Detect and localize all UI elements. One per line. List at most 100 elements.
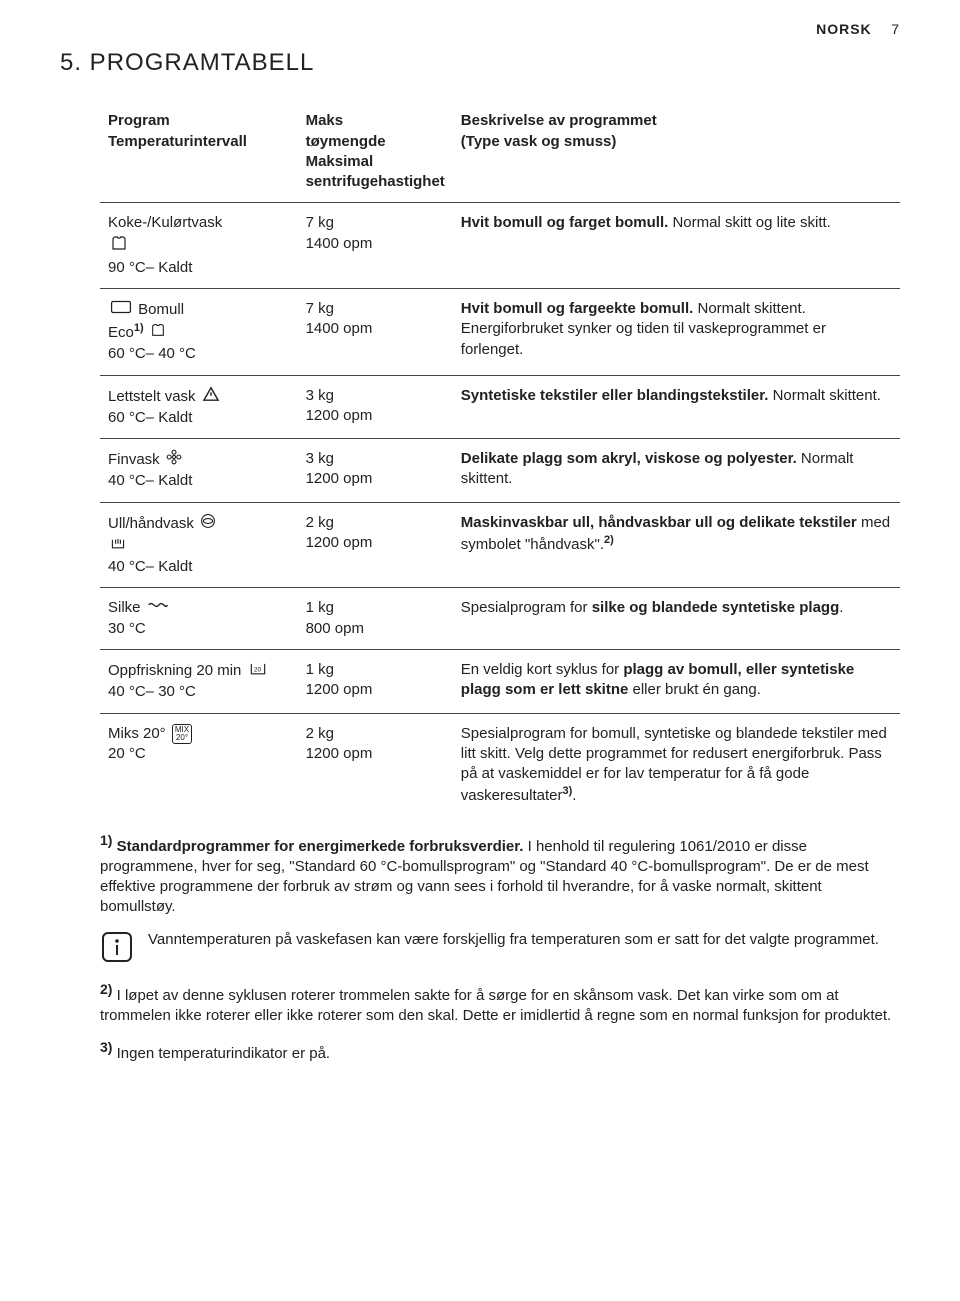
col-header-program: Program Temperaturintervall (100, 101, 298, 203)
easycare-icon (202, 386, 220, 408)
load-kg: 1 kg (306, 599, 334, 616)
shirt-icon (150, 322, 166, 344)
table-row: Ull/håndvask 40 °C– Kaldt 2 kg 1200 opm (100, 502, 900, 588)
desc-pre: Spesialprogram for bomull, syntetiske og… (461, 725, 887, 805)
load-rpm: 800 opm (306, 620, 364, 637)
cotton-icon (110, 299, 132, 321)
col-header-load-l1: Maks (306, 112, 344, 129)
desc-rest: Normalt skittent. (768, 387, 881, 404)
footnote-1: 1) Standardprogrammer for energimerkede … (100, 831, 900, 918)
info-note: Vanntemperaturen på vaskefasen kan være … (100, 930, 900, 970)
desc-sup: 2) (604, 534, 614, 546)
table-row: Bomull Eco1) 60 °C– 40 °C 7 kg 1400 opm … (100, 289, 900, 376)
hand-icon (110, 535, 126, 557)
load-rpm: 1200 opm (306, 470, 373, 487)
page: NORSK 7 5. PROGRAMTABELL Program Tempera… (0, 0, 960, 1117)
load-kg: 2 kg (306, 514, 334, 531)
footnote-bold: Standardprogrammer for energimerkede for… (117, 838, 524, 855)
load-rpm: 1200 opm (306, 534, 373, 551)
desc-bold: Delikate plagg som akryl, viskose og pol… (461, 450, 797, 467)
col-header-desc-l1: Beskrivelse av programmet (461, 112, 657, 129)
load-kg: 3 kg (306, 387, 334, 404)
load-kg: 2 kg (306, 725, 334, 742)
desc-pre: Spesialprogram for (461, 599, 592, 616)
program-name: Finvask (108, 451, 160, 468)
footnote-2: 2) I løpet av denne syklusen roterer tro… (100, 980, 900, 1027)
desc-bold: Hvit bomull og farget bomull. (461, 214, 669, 231)
col-header-desc: Beskrivelse av programmet (Type vask og … (453, 101, 900, 203)
program-temp: 40 °C– Kaldt (108, 558, 192, 575)
table-row: Oppfriskning 20 min 20 40 °C– 30 °C 1 kg… (100, 650, 900, 714)
footnote-number: 3) (100, 1039, 112, 1055)
program-name: Ull/håndvask (108, 515, 194, 532)
desc-bold: Syntetiske tekstiler eller blandingsteks… (461, 387, 769, 404)
program-temp: 90 °C– Kaldt (108, 259, 192, 276)
program-temp: 30 °C (108, 620, 146, 637)
col-header-load-l3: Maksimal (306, 153, 374, 170)
table-row: Koke-/Kulørtvask 90 °C– Kaldt 7 kg 1400 … (100, 203, 900, 289)
desc-rest: . (839, 599, 843, 616)
col-header-program-l2: Temperaturintervall (108, 133, 247, 150)
program-name: Koke-/Kulørtvask (108, 214, 222, 231)
page-number: 7 (891, 21, 900, 37)
desc-pre: En veldig kort syklus for (461, 661, 624, 678)
load-rpm: 1400 opm (306, 320, 373, 337)
mix20-icon: MIX20° (172, 724, 192, 744)
desc-bold: Hvit bomull og fargeekte bomull. (461, 300, 694, 317)
program-name: Miks 20° (108, 725, 166, 742)
load-kg: 7 kg (306, 300, 334, 317)
desc-bold: silke og blandede syntetiske plagg (592, 599, 840, 616)
load-rpm: 1200 opm (306, 681, 373, 698)
col-header-load: Maks tøymengde Maksimal sentrifugehastig… (298, 101, 453, 203)
footnotes: 1) Standardprogrammer for energimerkede … (100, 831, 900, 1065)
flower-icon (166, 449, 182, 471)
program-table: Program Temperaturintervall Maks tøymeng… (100, 101, 900, 816)
table-row: Miks 20° MIX20° 20 °C 2 kg 1200 opm Spes… (100, 713, 900, 817)
info-icon (100, 930, 134, 970)
program-sup: 1) (134, 322, 144, 334)
table-row: Finvask 40 °C– Kaldt 3 kg 1200 opm Delik… (100, 439, 900, 503)
footnote-number: 1) (100, 832, 112, 848)
table-row: Lettstelt vask 60 °C– Kaldt 3 kg 1200 op… (100, 375, 900, 439)
program-name: Silke (108, 600, 141, 617)
svg-text:20: 20 (253, 666, 261, 673)
load-rpm: 1200 opm (306, 407, 373, 424)
program-temp: 60 °C– Kaldt (108, 409, 192, 426)
refresh20-icon: 20 (248, 660, 268, 682)
footnote-text: I løpet av denne syklusen roterer tromme… (100, 987, 891, 1024)
language-label: NORSK (816, 21, 872, 37)
silk-icon (147, 598, 169, 618)
col-header-program-l1: Program (108, 112, 170, 129)
load-rpm: 1400 opm (306, 235, 373, 252)
section-title: 5. PROGRAMTABELL (60, 47, 900, 79)
info-text: Vanntemperaturen på vaskefasen kan være … (148, 930, 879, 950)
footnote-3: 3) Ingen temperaturindikator er på. (100, 1038, 900, 1064)
program-name: Lettstelt vask (108, 388, 196, 405)
desc-sup: 3) (563, 785, 573, 797)
wool-icon (200, 513, 216, 535)
desc-rest: eller brukt én gang. (628, 681, 761, 698)
load-rpm: 1200 opm (306, 745, 373, 762)
shirt-icon (110, 234, 128, 258)
footnote-text: Ingen temperaturindikator er på. (112, 1045, 330, 1062)
program-temp: 20 °C (108, 745, 146, 762)
load-kg: 7 kg (306, 214, 334, 231)
program-name: Eco (108, 324, 134, 341)
program-name: Oppfriskning 20 min (108, 662, 241, 679)
desc-rest-after-sup: . (572, 787, 576, 804)
footnote-number: 2) (100, 981, 112, 997)
table-row: Silke 30 °C 1 kg 800 opm Spesialprogram … (100, 588, 900, 650)
load-kg: 1 kg (306, 661, 334, 678)
program-icon-left-name: Bomull (138, 301, 184, 318)
page-header: NORSK 7 (60, 20, 900, 39)
col-header-load-l4: sentrifugehastighet (306, 173, 445, 190)
desc-rest: Normal skitt og lite skitt. (668, 214, 831, 231)
desc-bold: Maskinvaskbar ull, håndvaskbar ull og de… (461, 514, 857, 531)
load-kg: 3 kg (306, 450, 334, 467)
content-block: Program Temperaturintervall Maks tøymeng… (60, 101, 900, 1064)
col-header-desc-l2: (Type vask og smuss) (461, 133, 617, 150)
program-tbody: Koke-/Kulørtvask 90 °C– Kaldt 7 kg 1400 … (100, 203, 900, 817)
program-temp: 60 °C– 40 °C (108, 345, 196, 362)
program-temp: 40 °C– 30 °C (108, 683, 196, 700)
col-header-load-l2: tøymengde (306, 133, 386, 150)
